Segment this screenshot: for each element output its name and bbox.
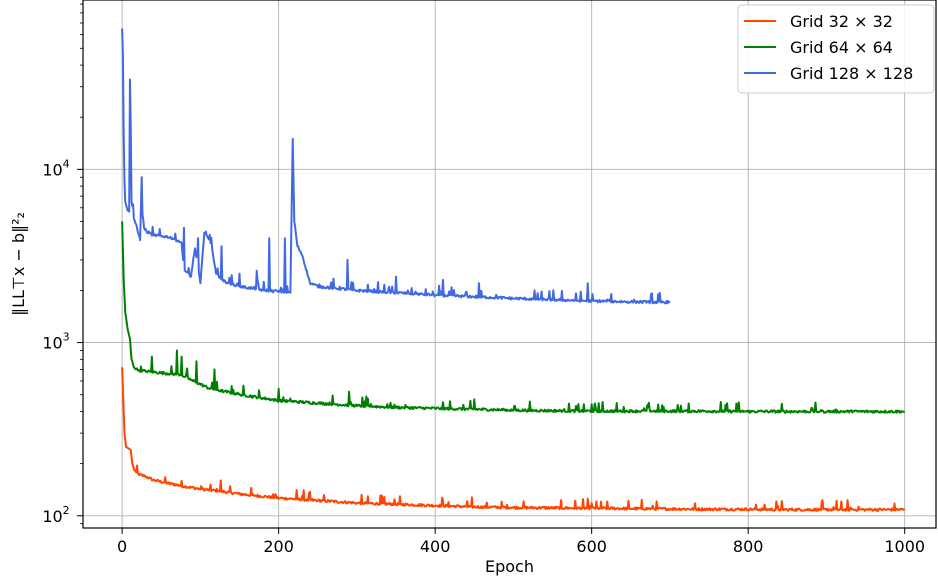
y-axis-label: ‖LL⊤x − b‖²₂ (9, 212, 28, 316)
legend-box (737, 4, 935, 94)
x-tick-label: 400 (420, 537, 451, 556)
legend: Grid 32 × 32 Grid 64 × 64 Grid 128 × 128 (737, 4, 935, 94)
x-tick-label: 0 (117, 537, 127, 556)
x-tick-label: 600 (576, 537, 607, 556)
y-tick-label: 104 (42, 157, 69, 179)
series-line-3 (121, 28, 671, 305)
series-lines (121, 28, 906, 512)
x-tick-label: 200 (263, 537, 294, 556)
y-tick-label: 102 (42, 504, 69, 526)
plot-frame (82, 0, 937, 529)
x-tick-label: 800 (733, 537, 764, 556)
axis-ticks: 0 200 400 600 800 1000 102 103 104 (42, 3, 925, 556)
legend-entry-label: Grid 32 × 32 (790, 12, 893, 31)
x-tick-label: 1000 (884, 537, 925, 556)
y-tick-label: 103 (42, 331, 69, 353)
x-axis-label: Epoch (485, 557, 534, 576)
legend-entry-label: Grid 64 × 64 (790, 38, 893, 57)
series-line-1 (121, 367, 906, 512)
grid-lines (83, 0, 936, 528)
legend-entry-label: Grid 128 × 128 (790, 64, 913, 83)
series-line-2 (121, 221, 905, 414)
